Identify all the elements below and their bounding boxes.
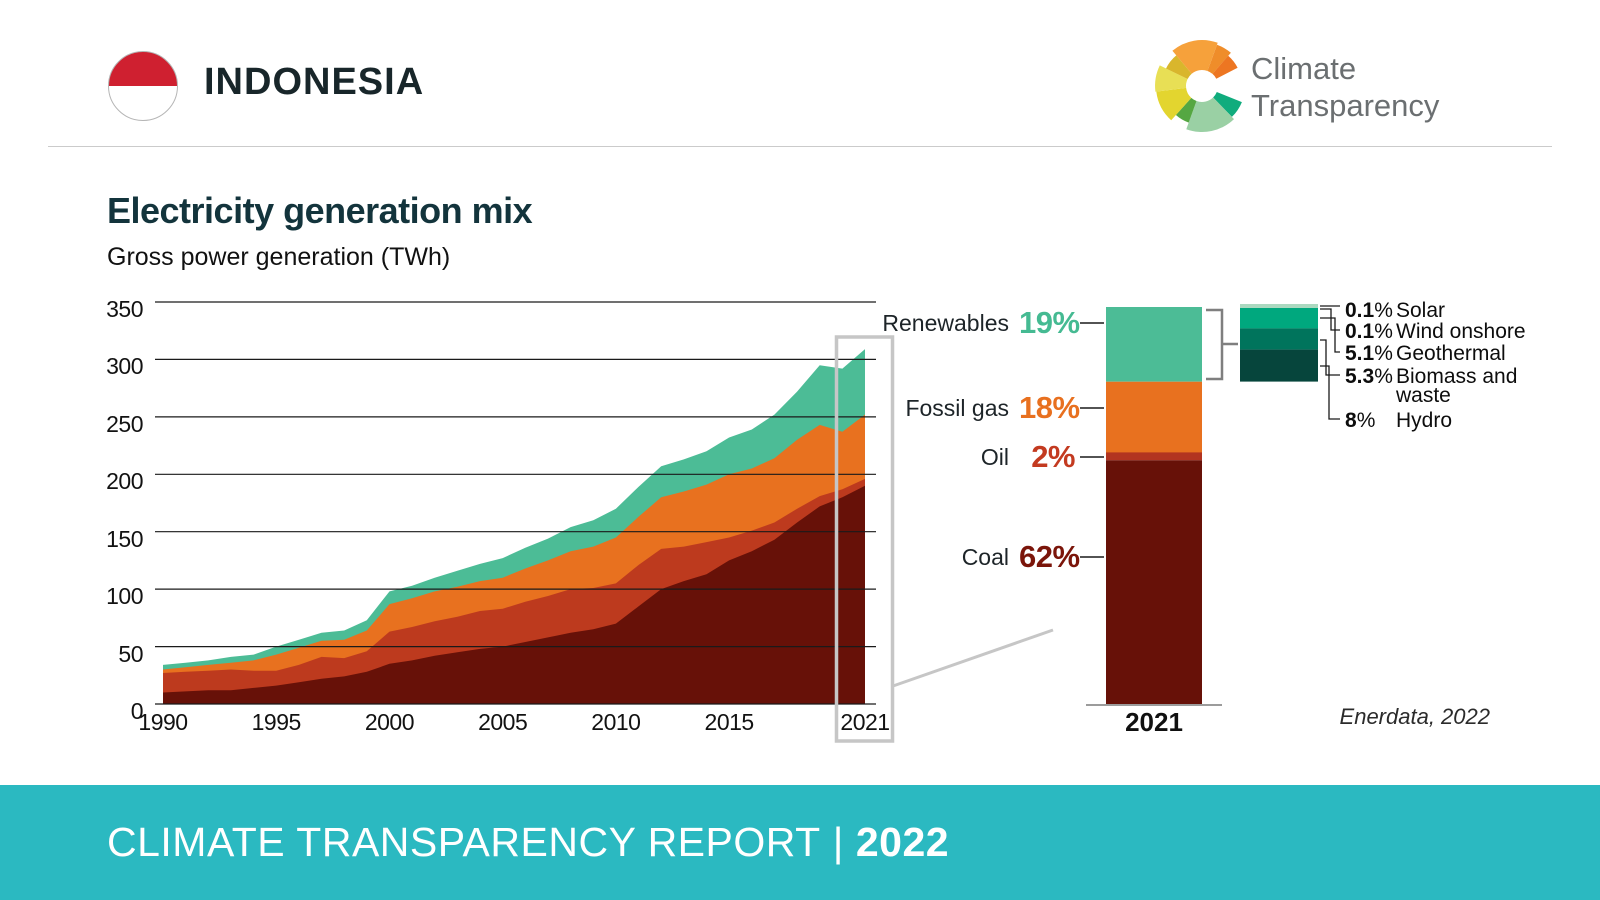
- legend-label-oil: Oil: [980, 443, 1009, 470]
- breakdown-label-solar: Solar: [1396, 299, 1446, 322]
- breakdown-value-biomass: 5.3%: [1345, 365, 1393, 388]
- callout-line: [892, 628, 1054, 688]
- y-axis-tick-0: 0: [130, 698, 144, 724]
- y-axis-tick-250: 250: [106, 410, 143, 437]
- breakdown-leader-line-wind-onshore: [1320, 308, 1340, 331]
- legend-row-renewables: Renewables 19%: [810, 305, 1080, 341]
- breakdown-leader-line-geothermal: [1320, 317, 1340, 353]
- y-axis-tick-200: 200: [106, 468, 143, 495]
- logo-wedge: [1155, 65, 1188, 92]
- highlight-box-2021: [834, 335, 895, 743]
- breakdown-label-hydro: Hydro: [1396, 409, 1453, 432]
- y-axis-tick-150: 150: [106, 525, 143, 552]
- logo-wedge: [1172, 40, 1218, 74]
- footer-separator: |: [832, 819, 844, 865]
- bar-segment-coal: [1106, 460, 1202, 704]
- breakdown-label-wind: Wind onshore: [1396, 320, 1526, 343]
- logo-wedge: [1213, 92, 1242, 117]
- footer-year: 2022: [855, 819, 950, 865]
- climate-transparency-logo-icon: [1155, 40, 1242, 132]
- area-series-coal: [163, 485, 865, 704]
- electricity-generation-chart: [155, 301, 1340, 743]
- source-citation: Enerdata, 2022: [1339, 704, 1490, 729]
- logo-wedge: [1156, 87, 1192, 121]
- legend-value-fossil-gas: 18%: [1019, 390, 1080, 425]
- breakdown-label-geothermal: Geothermal: [1396, 342, 1506, 365]
- footer-band: CLIMATE TRANSPARENCY REPORT | 2022: [0, 785, 1600, 900]
- legend-row-coal: Coal 62%: [810, 539, 1080, 575]
- country-title: INDONESIA: [204, 61, 425, 103]
- logo-wedge: [1166, 55, 1192, 79]
- footer-report-title: CLIMATE TRANSPARENCY REPORT | 2022: [107, 819, 950, 865]
- x-axis-tick-2015: 2015: [704, 709, 755, 735]
- bar-segment-renewables: [1106, 307, 1202, 382]
- x-axis-tick-2005: 2005: [478, 709, 528, 735]
- breakdown-label-biomass: Biomass and waste: [1396, 365, 1518, 407]
- logo-wedge: [1207, 44, 1231, 74]
- logo-wedge: [1212, 55, 1238, 79]
- x-axis-tick-1995: 1995: [251, 709, 302, 735]
- bar-segment-fossil-gas: [1106, 381, 1202, 453]
- legend-label-fossil-gas: Fossil gas: [905, 394, 1009, 421]
- logo-text-line2: Transparency: [1251, 88, 1440, 123]
- mini-bar-segment-hydro: [1240, 349, 1318, 382]
- logo-wedge: [1175, 97, 1197, 123]
- indonesia-flag: [108, 51, 178, 121]
- breakdown-value-solar: 0.1%: [1345, 299, 1393, 322]
- breakdown-leader-line-hydro: [1320, 365, 1340, 420]
- logo-wedge: [1186, 97, 1234, 132]
- legend-value-coal: 62%: [1019, 539, 1080, 574]
- renewables-bracket: [1206, 308, 1238, 381]
- page-title: Electricity generation mix: [107, 190, 533, 231]
- breakdown-value-wind: 0.1%: [1345, 320, 1393, 343]
- mini-bar-segment-biomass-and-waste: [1240, 328, 1318, 350]
- header-divider: [48, 146, 1552, 147]
- bar-year-label: 2021: [1125, 707, 1183, 737]
- legend-value-oil: 2%: [1031, 439, 1075, 474]
- legend-row-fossil-gas: Fossil gas 18%: [810, 390, 1080, 426]
- legend-row-oil: Oil 2%: [810, 439, 1076, 475]
- x-axis-tick-2010: 2010: [591, 709, 641, 735]
- y-axis-tick-300: 300: [106, 353, 143, 380]
- logo-text-line1: Climate: [1251, 51, 1357, 86]
- legend-label-coal: Coal: [961, 543, 1009, 570]
- y-axis-tick-100: 100: [106, 583, 143, 610]
- breakdown-leader-line-biomass-and-waste: [1320, 339, 1340, 376]
- x-axis-tick-1990: 1990: [138, 709, 188, 735]
- legend-label-renewables: Renewables: [882, 309, 1009, 336]
- bar-segment-oil: [1106, 452, 1202, 461]
- mini-bar-segment-solar: [1240, 304, 1318, 306]
- y-axis-tick-350: 350: [106, 296, 143, 322]
- x-axis-tick-2021: 2021: [840, 709, 890, 735]
- climate-transparency-logo-text: Climate Transparency: [1251, 50, 1439, 124]
- y-axis-tick-50: 50: [118, 640, 143, 667]
- breakdown-value-geothermal: 5.1%: [1345, 342, 1393, 365]
- mini-bar-segment-wind-onshore: [1240, 306, 1318, 308]
- legend-value-renewables: 19%: [1019, 305, 1080, 340]
- mini-bar-segment-geothermal: [1240, 308, 1318, 329]
- breakdown-value-hydro: 8%: [1345, 409, 1376, 432]
- x-axis-tick-2000: 2000: [364, 709, 415, 735]
- page-subtitle: Gross power generation (TWh): [107, 243, 451, 271]
